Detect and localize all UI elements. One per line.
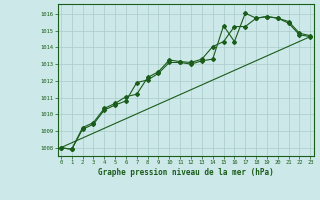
X-axis label: Graphe pression niveau de la mer (hPa): Graphe pression niveau de la mer (hPa) <box>98 168 274 177</box>
